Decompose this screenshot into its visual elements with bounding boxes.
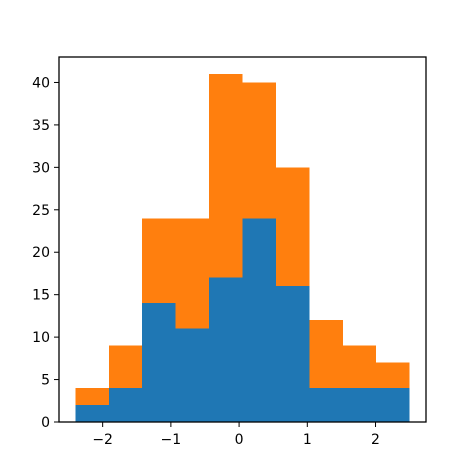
y-tick-label: 35 (32, 118, 50, 134)
y-tick-label: 15 (32, 288, 50, 304)
bar-series-1-bin-5 (209, 277, 243, 422)
bar-series-1-bin-7 (275, 286, 310, 422)
bar-series-2-bin-7 (275, 167, 310, 287)
bar-series-1-bin-10 (376, 388, 410, 422)
bar-series-2-bin-4 (175, 218, 210, 329)
y-tick-label: 10 (32, 330, 50, 346)
axes-frame (58, 56, 427, 423)
x-tick-label: −2 (92, 432, 113, 448)
y-tick-label: 25 (32, 203, 50, 219)
bar-series-1-bin-9 (342, 388, 377, 422)
x-tick-label: 1 (303, 432, 312, 448)
bar-series-2-bin-1 (75, 388, 109, 406)
y-tick-label: 5 (41, 373, 50, 389)
bar-series-2-bin-2 (108, 345, 143, 389)
y-tick-label: 0 (41, 415, 50, 431)
bar-series-2-bin-9 (342, 345, 377, 389)
y-tick-label: 20 (32, 245, 50, 261)
y-tick-label: 30 (32, 160, 50, 176)
x-tick-label: 0 (235, 432, 244, 448)
bar-series-2-bin-5 (209, 73, 243, 278)
x-tick-label: 2 (371, 432, 380, 448)
bar-series-2-bin-6 (242, 82, 276, 219)
bar-series-1-bin-6 (242, 218, 276, 422)
bar-series-1-bin-1 (75, 405, 109, 422)
bar-series-1-bin-8 (309, 388, 343, 422)
bar-series-1-bin-4 (175, 328, 210, 422)
bars-layer (75, 73, 410, 422)
bar-series-2-bin-10 (376, 362, 410, 389)
x-axis: −2 −1 0 1 2 (92, 422, 380, 448)
bar-series-1-bin-2 (108, 388, 143, 422)
bar-series-2-bin-3 (142, 218, 176, 304)
bar-series-2-bin-8 (309, 320, 343, 389)
bar-series-1-bin-3 (142, 303, 176, 422)
y-tick-label: 40 (32, 75, 50, 91)
x-tick-label: −1 (161, 432, 182, 448)
y-axis: 0 5 10 15 20 25 30 35 40 (32, 75, 59, 431)
